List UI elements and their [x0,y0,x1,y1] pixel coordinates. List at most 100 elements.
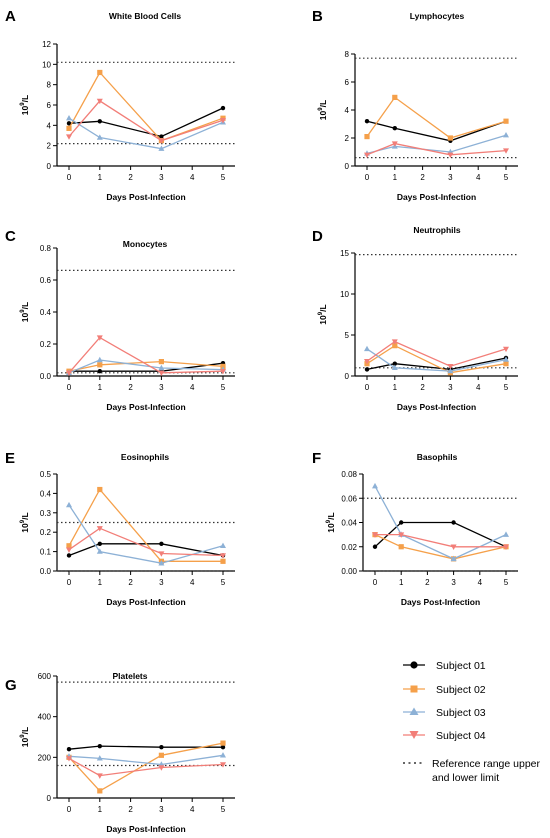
data-point-e-subject-01 [159,541,164,547]
legend-label-subject-02: Subject 02 [436,684,486,696]
y-tick-label-c: 0.2 [40,340,52,349]
series-line-e-subject-01 [68,543,224,557]
data-point-g-subject-02 [97,788,103,794]
legend-label-reference-line2: and lower limit [432,772,499,784]
series-line-d-subject-04 [366,340,507,367]
data-point-f-subject-04 [398,532,405,538]
data-point-d-subject-03 [364,345,370,352]
y-axis-label-e: 109/L [20,512,30,532]
y-axis-label-c: 109/L [20,302,30,322]
chart-title-g: Platelets [113,671,148,681]
data-point-c-subject-01 [97,369,103,374]
x-tick-label-a: 1 [98,173,103,182]
y-tick-label-d: 15 [340,249,349,258]
data-point-c-subject-04 [158,370,165,376]
y-tick-label-e: 0.4 [40,489,52,498]
series-line-a-subject-01 [68,107,224,138]
data-point-a-subject-03 [158,145,165,151]
data-point-c-subject-03 [158,364,165,371]
series-line-d-subject-03 [366,348,507,372]
y-tick-label-b: 6 [345,78,350,87]
y-tick-label-f: 0.06 [341,494,357,503]
y-tick-label-a: 4 [47,121,52,130]
x-axis-label-g: Days Post-Infection [106,824,185,834]
data-point-g-subject-02 [220,740,226,746]
y-tick-label-d: 10 [340,290,349,299]
panel-letter-a: A [5,8,16,25]
legend-item-subject-04: Subject 04 [403,730,486,742]
x-axis-label-e: Days Post-Infection [106,597,185,607]
y-tick-label-c: 0.6 [40,276,52,285]
data-point-e-subject-02 [220,558,226,564]
x-tick-label-e: 4 [190,578,195,587]
y-tick-label-e: 0.1 [40,548,52,557]
data-point-e-subject-03 [66,501,72,508]
series-line-c-subject-04 [68,336,224,374]
y-tick-label-a: 0 [47,162,52,171]
data-point-b-subject-04 [447,152,454,158]
legend: Subject 01 Subject 02 Subject 03 Subject… [403,660,540,784]
chart-title-a: White Blood Cells [109,11,182,21]
data-point-b-subject-04 [503,148,509,154]
legend-item-subject-03: Subject 03 [403,707,486,719]
x-tick-label-f: 3 [451,578,456,587]
data-point-e-subject-01 [66,553,72,558]
data-point-a-subject-04 [220,118,226,124]
data-point-c-subject-03 [96,356,103,363]
panel-letter-d: D [312,228,323,245]
panel-letter-e: E [5,450,15,467]
data-point-d-subject-03 [391,364,398,370]
data-point-f-subject-04 [372,532,378,538]
series-line-a-subject-04 [68,100,224,142]
series-line-g-subject-01 [68,745,223,750]
data-point-e-subject-03 [158,560,165,566]
x-tick-label-c: 5 [221,383,226,392]
x-tick-label-g: 5 [221,805,226,814]
data-point-c-subject-02 [158,359,164,365]
y-tick-label-e: 0.5 [40,470,52,479]
panel-letter-g: G [5,677,17,694]
y-tick-label-c: 0.0 [40,372,52,381]
x-tick-label-e: 1 [98,578,103,587]
data-point-b-subject-01 [392,126,397,131]
data-point-d-subject-02 [503,361,509,367]
x-tick-label-a: 3 [159,173,164,182]
x-tick-label-d: 0 [365,383,370,392]
data-point-e-subject-04 [158,551,165,557]
data-point-c-subject-04 [96,335,103,341]
data-point-d-subject-04 [391,339,398,345]
series-line-b-subject-04 [366,142,507,156]
x-tick-label-f: 1 [399,578,404,587]
chart-title-f: Basophils [417,452,458,462]
data-point-g-subject-01 [220,744,226,750]
y-tick-label-e: 0.2 [40,528,52,537]
x-tick-label-f: 2 [425,578,430,587]
y-axis-label-b: 109/L [318,100,328,120]
data-point-g-subject-03 [220,752,226,758]
data-point-e-subject-02 [66,543,72,549]
x-tick-label-a: 2 [128,173,133,182]
x-tick-label-e: 2 [128,578,133,587]
y-tick-label-d: 0 [345,372,350,381]
data-point-d-subject-03 [447,367,454,374]
data-point-d-subject-04 [364,359,370,365]
data-point-b-subject-01 [364,119,370,124]
series-line-g-subject-03 [68,754,224,766]
data-point-e-subject-04 [220,553,226,559]
legend-label-subject-03: Subject 03 [436,707,486,719]
y-tick-label-f: 0.04 [341,519,357,528]
data-point-c-subject-04 [66,370,72,376]
data-point-f-subject-01 [399,520,404,525]
data-point-a-subject-03 [96,134,103,140]
data-point-e-subject-04 [66,547,72,553]
panel-b: B Lymphocytes 0 2 4 6 8 0 1 2 3 4 5 Days Post-Infecti… [312,8,518,202]
y-tick-label-b: 8 [345,50,350,59]
series-line-g-subject-02 [68,742,224,792]
x-tick-label-b: 1 [393,173,398,182]
data-point-c-subject-04 [220,369,226,375]
chart-title-d: Neutrophils [413,225,460,235]
data-point-f-subject-03 [372,482,378,489]
x-axis-label-f: Days Post-Infection [401,597,480,607]
x-tick-label-c: 1 [98,383,103,392]
